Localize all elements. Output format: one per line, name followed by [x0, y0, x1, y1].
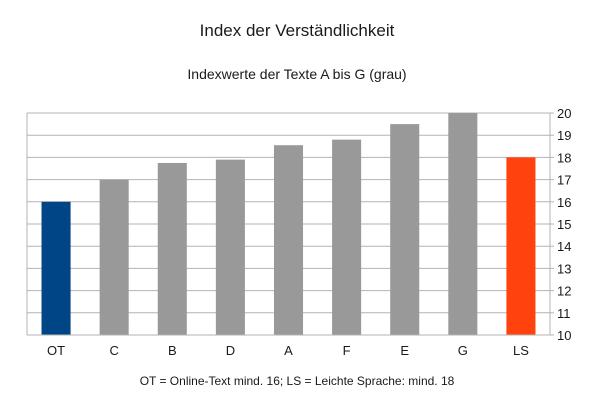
- y-tick-label: 10: [557, 328, 571, 343]
- x-tick-label: LS: [513, 343, 529, 358]
- bar-d: [215, 159, 245, 335]
- chart-title: Index der Verständlichkeit: [200, 21, 395, 40]
- x-tick-labels: OT C B D A F E G LS: [47, 343, 529, 358]
- x-tick-label: C: [109, 343, 118, 358]
- bar-e: [390, 124, 420, 335]
- y-tick-labels: 10 11 12 13 14 15 16 17 18 19 20: [557, 106, 571, 343]
- y-tick-label: 13: [557, 261, 571, 276]
- y-tick-label: 20: [557, 106, 571, 121]
- y-tick-label: 15: [557, 217, 571, 232]
- bar-a: [273, 145, 304, 335]
- bars: [41, 113, 536, 335]
- y-tick-label: 12: [557, 284, 571, 299]
- y-tick-label: 16: [557, 195, 571, 210]
- y-tick-label: 19: [557, 128, 571, 143]
- x-tick-label: E: [400, 343, 409, 358]
- bar-c: [99, 179, 129, 335]
- x-tick-label: D: [226, 343, 235, 358]
- bar-f: [332, 139, 362, 335]
- y-tick-label: 11: [557, 306, 571, 321]
- bar-g: [448, 113, 478, 335]
- bar-b: [157, 162, 187, 335]
- chart-footnote: OT = Online-Text mind. 16; LS = Leichte …: [140, 374, 455, 388]
- y-tick-label: 14: [557, 239, 571, 254]
- y-tick-label: 18: [557, 150, 571, 165]
- x-tick-label: OT: [47, 343, 65, 358]
- x-tick-label: G: [458, 343, 468, 358]
- x-tick-label: A: [284, 343, 293, 358]
- y-tick-label: 17: [557, 173, 571, 188]
- bar-ls: [506, 157, 536, 335]
- x-tick-label: B: [168, 343, 177, 358]
- axes: [26, 112, 554, 336]
- bar-ot: [41, 201, 71, 335]
- x-tick-label: F: [343, 343, 351, 358]
- chart-subtitle: Indexwerte der Texte A bis G (grau): [187, 66, 406, 82]
